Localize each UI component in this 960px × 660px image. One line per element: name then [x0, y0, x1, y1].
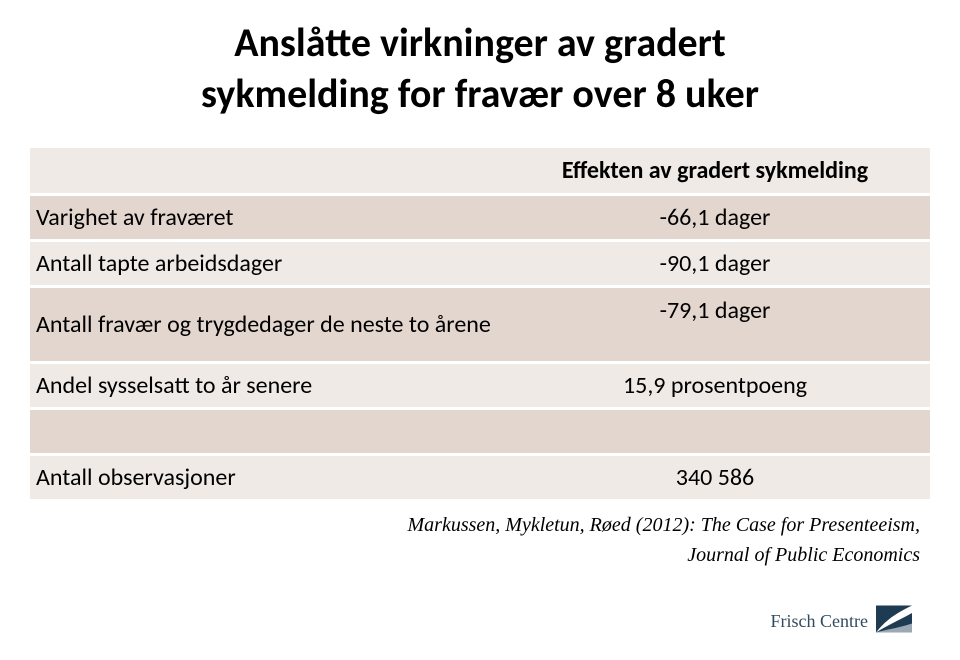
frisch-logo-icon [876, 605, 912, 638]
row-value: 15,9 prosentpoeng [500, 362, 930, 408]
table-row: Antall tapte arbeidsdager -90,1 dager [30, 240, 930, 286]
table-row: Varighet av fraværet -66,1 dager [30, 194, 930, 240]
effects-table: Effekten av gradert sykmelding Varighet … [30, 148, 930, 502]
title-line-2: sykmelding for fravær over 8 uker [0, 69, 960, 118]
table-row: Andel sysselsatt to år senere 15,9 prose… [30, 362, 930, 408]
row-label: Antall fravær og trygdedager de neste to… [30, 286, 500, 362]
row-value: -90,1 dager [500, 240, 930, 286]
table-spacer-row [30, 408, 930, 454]
citation-line-1: Markussen, Mykletun, Røed (2012): The Ca… [408, 510, 920, 540]
title-line-1: Anslåtte virkninger av gradert [0, 18, 960, 67]
table-row: Antall observasjoner 340 586 [30, 454, 930, 500]
row-value: -66,1 dager [500, 194, 930, 240]
table-row: Antall fravær og trygdedager de neste to… [30, 286, 930, 362]
citation: Markussen, Mykletun, Røed (2012): The Ca… [408, 510, 920, 570]
table-header-row: Effekten av gradert sykmelding [30, 148, 930, 194]
slide-title: Anslåtte virkninger av gradert sykmeldin… [0, 0, 960, 118]
citation-line-2: Journal of Public Economics [408, 540, 920, 570]
row-label: Antall tapte arbeidsdager [30, 240, 500, 286]
row-value: -79,1 dager [500, 286, 930, 362]
row-label: Varighet av fraværet [30, 194, 500, 240]
row-value: 340 586 [500, 454, 930, 500]
brand-text: Frisch Centre [771, 611, 868, 632]
row-label: Andel sysselsatt to år senere [30, 362, 500, 408]
header-label-blank [30, 148, 500, 194]
footer-brand: Frisch Centre [771, 605, 912, 638]
header-value: Effekten av gradert sykmelding [500, 148, 930, 194]
slide: Anslåtte virkninger av gradert sykmeldin… [0, 0, 960, 660]
row-label: Antall observasjoner [30, 454, 500, 500]
